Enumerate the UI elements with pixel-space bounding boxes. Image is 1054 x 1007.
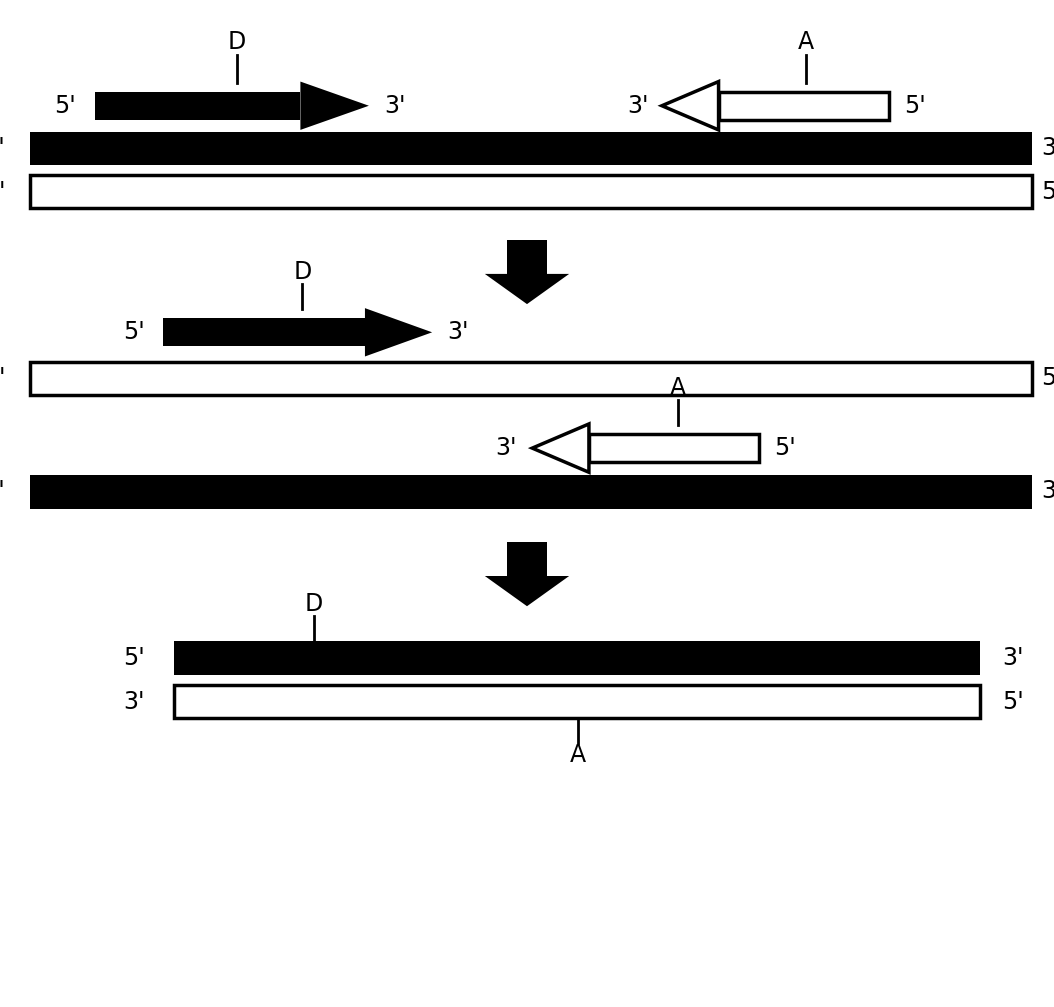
Polygon shape [532,424,589,472]
Text: 3': 3' [627,94,648,118]
Bar [30,362,1032,395]
Polygon shape [485,576,569,606]
Text: 3': 3' [1041,136,1054,160]
Text: 5': 5' [122,645,144,670]
Text: D: D [305,592,324,616]
Bar [95,92,300,120]
Text: A: A [669,376,686,400]
Text: 3': 3' [1002,645,1023,670]
Bar [507,240,547,274]
Text: 5': 5' [123,320,144,344]
Text: 3': 3' [0,180,5,204]
Text: A: A [569,743,586,767]
Polygon shape [365,308,432,356]
Text: 5': 5' [0,136,5,160]
Bar [589,434,759,462]
Text: 3': 3' [123,690,144,714]
Text: 3': 3' [448,320,469,344]
Text: 5': 5' [1041,366,1054,390]
Bar [30,175,1032,208]
Bar [30,132,1032,165]
Text: D: D [228,30,247,54]
Text: 3': 3' [385,94,406,118]
Bar [174,685,980,718]
Bar [30,475,1032,509]
Bar [163,318,365,346]
Text: 3': 3' [0,366,5,390]
Polygon shape [485,274,569,304]
Text: 5': 5' [1002,690,1024,714]
Text: 5': 5' [1041,180,1054,204]
Polygon shape [662,82,719,130]
Text: 3': 3' [1041,479,1054,504]
Text: 3': 3' [495,436,516,460]
Text: 5': 5' [0,479,5,504]
Text: 5': 5' [775,436,796,460]
Bar [719,92,889,120]
Bar [174,641,980,675]
Text: 5': 5' [904,94,925,118]
Text: A: A [798,30,815,54]
Text: D: D [293,260,312,284]
Bar [507,542,547,576]
Polygon shape [300,82,369,130]
Text: 5': 5' [55,94,76,118]
